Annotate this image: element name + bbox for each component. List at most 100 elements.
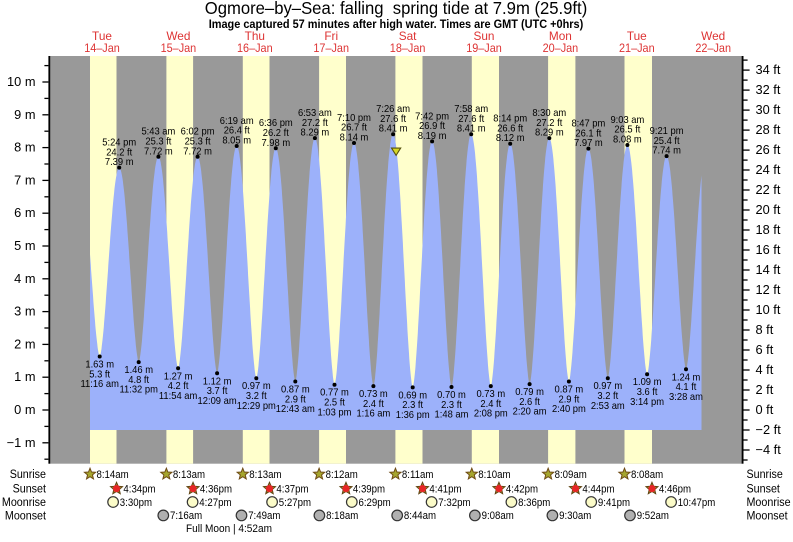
svg-text:Sunset: Sunset	[747, 482, 781, 496]
svg-text:4:46pm: 4:46pm	[659, 483, 691, 495]
svg-text:1:16 am: 1:16 am	[356, 409, 390, 420]
svg-text:25.3 ft: 25.3 ft	[185, 137, 211, 148]
svg-text:27.2 ft: 27.2 ft	[536, 118, 562, 129]
svg-text:8:11am: 8:11am	[402, 469, 434, 481]
svg-text:8.41 m: 8.41 m	[457, 124, 486, 135]
svg-text:3.2 ft: 3.2 ft	[597, 391, 618, 402]
svg-text:15–Jan: 15–Jan	[161, 41, 197, 55]
svg-text:24 ft: 24 ft	[756, 162, 781, 177]
svg-text:0.97 m: 0.97 m	[593, 381, 622, 392]
svg-text:6:53 am: 6:53 am	[298, 108, 332, 119]
svg-text:8:12am: 8:12am	[326, 469, 358, 481]
svg-text:Tue: Tue	[627, 29, 647, 43]
svg-text:9:30am: 9:30am	[559, 510, 591, 522]
svg-text:4:27pm: 4:27pm	[199, 497, 231, 509]
svg-text:25.4 ft: 25.4 ft	[654, 136, 680, 147]
svg-text:8:14 pm: 8:14 pm	[493, 114, 527, 125]
svg-text:12 ft: 12 ft	[756, 282, 781, 297]
svg-text:11:54 am: 11:54 am	[159, 391, 197, 402]
svg-text:2:20 am: 2:20 am	[513, 407, 547, 418]
svg-text:14–Jan: 14–Jan	[84, 41, 120, 55]
svg-text:2.6 ft: 2.6 ft	[519, 397, 540, 408]
svg-text:0.77 m: 0.77 m	[320, 388, 349, 399]
svg-text:1.63 m: 1.63 m	[85, 360, 114, 371]
svg-text:22–Jan: 22–Jan	[695, 41, 731, 55]
svg-text:1.46 m: 1.46 m	[124, 365, 153, 376]
svg-text:Wed: Wed	[701, 29, 725, 43]
svg-text:8:14am: 8:14am	[97, 469, 129, 481]
svg-text:1.09 m: 1.09 m	[633, 377, 662, 388]
svg-text:6:29pm: 6:29pm	[359, 497, 391, 509]
svg-text:3.2 ft: 3.2 ft	[246, 391, 267, 402]
svg-text:8:47 pm: 8:47 pm	[571, 119, 605, 130]
svg-text:5 m: 5 m	[14, 238, 35, 253]
svg-text:7:10 pm: 7:10 pm	[337, 113, 371, 124]
svg-text:8.19 m: 8.19 m	[418, 131, 447, 142]
svg-text:9:21 pm: 9:21 pm	[650, 126, 684, 137]
svg-text:0.97 m: 0.97 m	[242, 381, 271, 392]
svg-text:8:09am: 8:09am	[555, 469, 587, 481]
svg-text:26.7 ft: 26.7 ft	[341, 123, 367, 134]
svg-text:3:30pm: 3:30pm	[120, 497, 152, 509]
svg-text:Thu: Thu	[245, 29, 265, 43]
svg-text:4:37pm: 4:37pm	[276, 483, 308, 495]
svg-text:9:03 am: 9:03 am	[610, 115, 644, 126]
svg-text:3:28 am: 3:28 am	[669, 392, 703, 403]
svg-text:5:43 am: 5:43 am	[141, 127, 175, 138]
svg-text:2.4 ft: 2.4 ft	[480, 399, 501, 410]
svg-text:4 m: 4 m	[14, 271, 35, 286]
svg-text:28 ft: 28 ft	[756, 122, 781, 137]
svg-text:8.08 m: 8.08 m	[613, 135, 642, 146]
svg-text:−2 ft: −2 ft	[756, 422, 782, 437]
svg-text:5:27pm: 5:27pm	[279, 497, 311, 509]
svg-text:21–Jan: 21–Jan	[619, 41, 655, 55]
svg-text:8:10am: 8:10am	[478, 469, 510, 481]
svg-text:8:13am: 8:13am	[173, 469, 205, 481]
svg-text:1:03 pm: 1:03 pm	[318, 407, 352, 418]
svg-text:26.9 ft: 26.9 ft	[419, 121, 445, 132]
svg-text:26.5 ft: 26.5 ft	[614, 125, 640, 136]
svg-text:Moonrise: Moonrise	[747, 495, 791, 509]
svg-text:Moonrise: Moonrise	[2, 495, 46, 509]
svg-text:25.3 ft: 25.3 ft	[145, 137, 171, 148]
svg-text:Sat: Sat	[399, 29, 417, 43]
svg-text:Ogmore–by–Sea: falling spring: Ogmore–by–Sea: falling spring tide at 7.…	[205, 0, 588, 18]
svg-text:5:24 pm: 5:24 pm	[102, 138, 136, 149]
svg-text:8.14 m: 8.14 m	[340, 133, 369, 144]
svg-text:1.24 m: 1.24 m	[672, 372, 701, 383]
svg-text:16 ft: 16 ft	[756, 242, 781, 257]
svg-text:Image captured 57 minutes afte: Image captured 57 minutes after high wat…	[209, 17, 584, 31]
svg-text:10 ft: 10 ft	[756, 302, 781, 317]
svg-text:8:44am: 8:44am	[404, 510, 436, 522]
svg-text:4:41pm: 4:41pm	[429, 483, 461, 495]
svg-text:18–Jan: 18–Jan	[390, 41, 426, 55]
svg-text:8.05 m: 8.05 m	[222, 136, 251, 147]
svg-text:2 m: 2 m	[14, 336, 35, 351]
svg-text:1.27 m: 1.27 m	[164, 371, 193, 382]
svg-text:20 ft: 20 ft	[756, 202, 781, 217]
svg-text:2:53 am: 2:53 am	[591, 401, 625, 412]
svg-text:6 ft: 6 ft	[756, 342, 774, 357]
svg-text:7:49am: 7:49am	[248, 510, 280, 522]
svg-text:1.12 m: 1.12 m	[203, 376, 232, 387]
svg-text:7:26 am: 7:26 am	[376, 104, 410, 115]
svg-text:27.6 ft: 27.6 ft	[380, 114, 406, 125]
svg-text:2:40 pm: 2:40 pm	[552, 404, 586, 415]
svg-text:Sun: Sun	[474, 29, 495, 43]
svg-text:Tue: Tue	[92, 29, 112, 43]
svg-text:1 m: 1 m	[14, 369, 35, 384]
svg-text:0.87 m: 0.87 m	[555, 385, 584, 396]
svg-text:7.39 m: 7.39 m	[105, 157, 134, 168]
svg-text:19–Jan: 19–Jan	[466, 41, 502, 55]
svg-text:26.6 ft: 26.6 ft	[497, 123, 523, 134]
svg-text:8.12 m: 8.12 m	[496, 133, 525, 144]
svg-text:Sunset: Sunset	[13, 482, 47, 496]
svg-text:27.2 ft: 27.2 ft	[302, 118, 328, 129]
svg-text:4:34pm: 4:34pm	[123, 483, 155, 495]
svg-text:4:44pm: 4:44pm	[582, 483, 614, 495]
svg-text:1:36 pm: 1:36 pm	[396, 410, 430, 421]
svg-text:0 ft: 0 ft	[756, 402, 774, 417]
svg-text:1:48 am: 1:48 am	[435, 410, 469, 421]
svg-text:2.4 ft: 2.4 ft	[363, 399, 384, 410]
svg-text:7:58 am: 7:58 am	[454, 104, 488, 115]
